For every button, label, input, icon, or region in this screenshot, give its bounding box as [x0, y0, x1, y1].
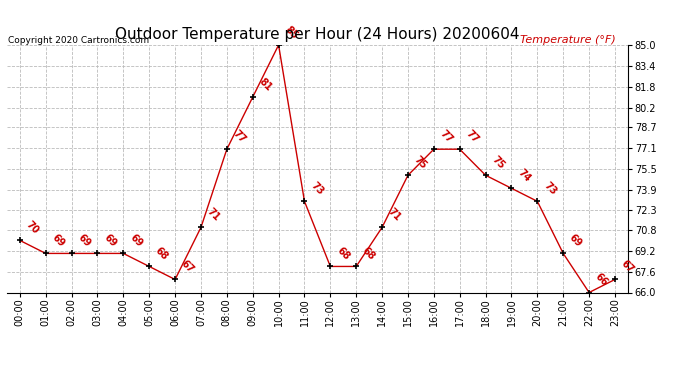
Text: 69: 69	[567, 232, 584, 249]
Text: 66: 66	[593, 272, 610, 288]
Text: 69: 69	[101, 232, 118, 249]
Text: 74: 74	[515, 168, 532, 184]
Text: 69: 69	[50, 232, 66, 249]
Title: Outdoor Temperature per Hour (24 Hours) 20200604: Outdoor Temperature per Hour (24 Hours) …	[115, 27, 520, 42]
Text: 75: 75	[490, 154, 506, 171]
Text: 67: 67	[179, 259, 196, 275]
Text: 73: 73	[308, 180, 325, 197]
Text: 68: 68	[360, 246, 377, 262]
Text: 71: 71	[386, 207, 403, 223]
Text: 67: 67	[619, 259, 635, 275]
Text: 77: 77	[438, 128, 455, 145]
Text: 69: 69	[76, 232, 92, 249]
Text: 73: 73	[542, 180, 558, 197]
Text: Temperature (°F): Temperature (°F)	[520, 34, 615, 45]
Text: 68: 68	[153, 246, 170, 262]
Text: 70: 70	[24, 220, 41, 236]
Text: 77: 77	[464, 128, 480, 145]
Text: 68: 68	[335, 246, 351, 262]
Text: 85: 85	[283, 24, 299, 41]
Text: 75: 75	[412, 154, 428, 171]
Text: 81: 81	[257, 76, 273, 93]
Text: 69: 69	[128, 232, 144, 249]
Text: 71: 71	[205, 207, 221, 223]
Text: 77: 77	[231, 128, 248, 145]
Text: Copyright 2020 Cartronics.com: Copyright 2020 Cartronics.com	[8, 36, 148, 45]
